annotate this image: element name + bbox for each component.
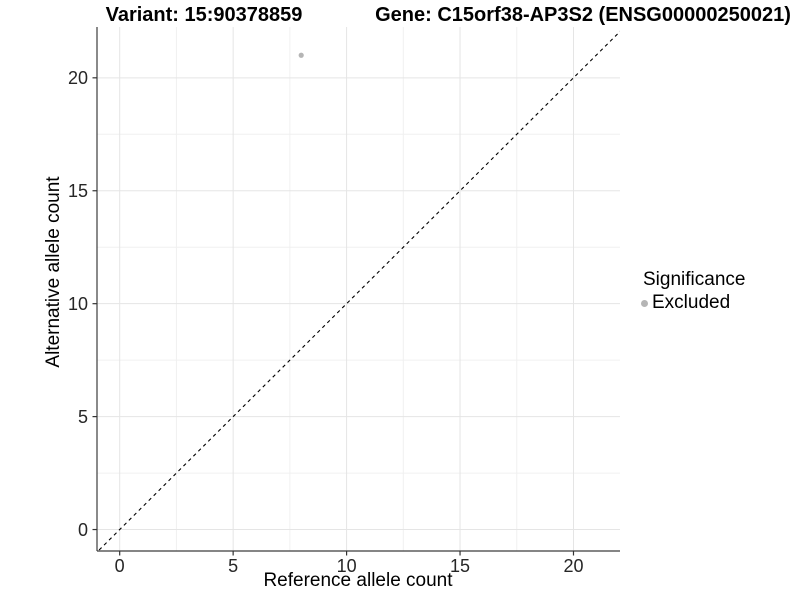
x-tick-label: 10 (336, 556, 357, 576)
legend-item-label: Excluded (652, 292, 731, 313)
y-tick-label: 5 (77, 406, 88, 427)
identity-dashed-line (97, 30, 620, 551)
x-tick-label: 20 (563, 556, 584, 576)
data-point (298, 52, 304, 58)
x-axis-title: Reference allele count (263, 570, 453, 591)
y-tick-label: 15 (67, 180, 88, 201)
legend-point-icon (641, 299, 648, 307)
y-axis-title: Alternative allele count (43, 176, 64, 368)
variant-title: Variant: 15:90378859 (105, 4, 303, 26)
legend-item-excluded: Excluded (641, 292, 745, 314)
legend-title: Significance (643, 269, 746, 290)
gene-title: Gene: C15orf38-AP3S2 (ENSG00000250021) (375, 4, 791, 26)
y-tick-label: 20 (67, 67, 88, 88)
x-tick-label: 15 (450, 556, 471, 576)
y-tick-label: 10 (67, 293, 88, 314)
x-tick-label: 5 (228, 556, 239, 576)
y-tick-label: 0 (77, 519, 88, 540)
x-tick-label: 0 (114, 556, 125, 576)
legend: Significance Excluded (641, 269, 745, 314)
